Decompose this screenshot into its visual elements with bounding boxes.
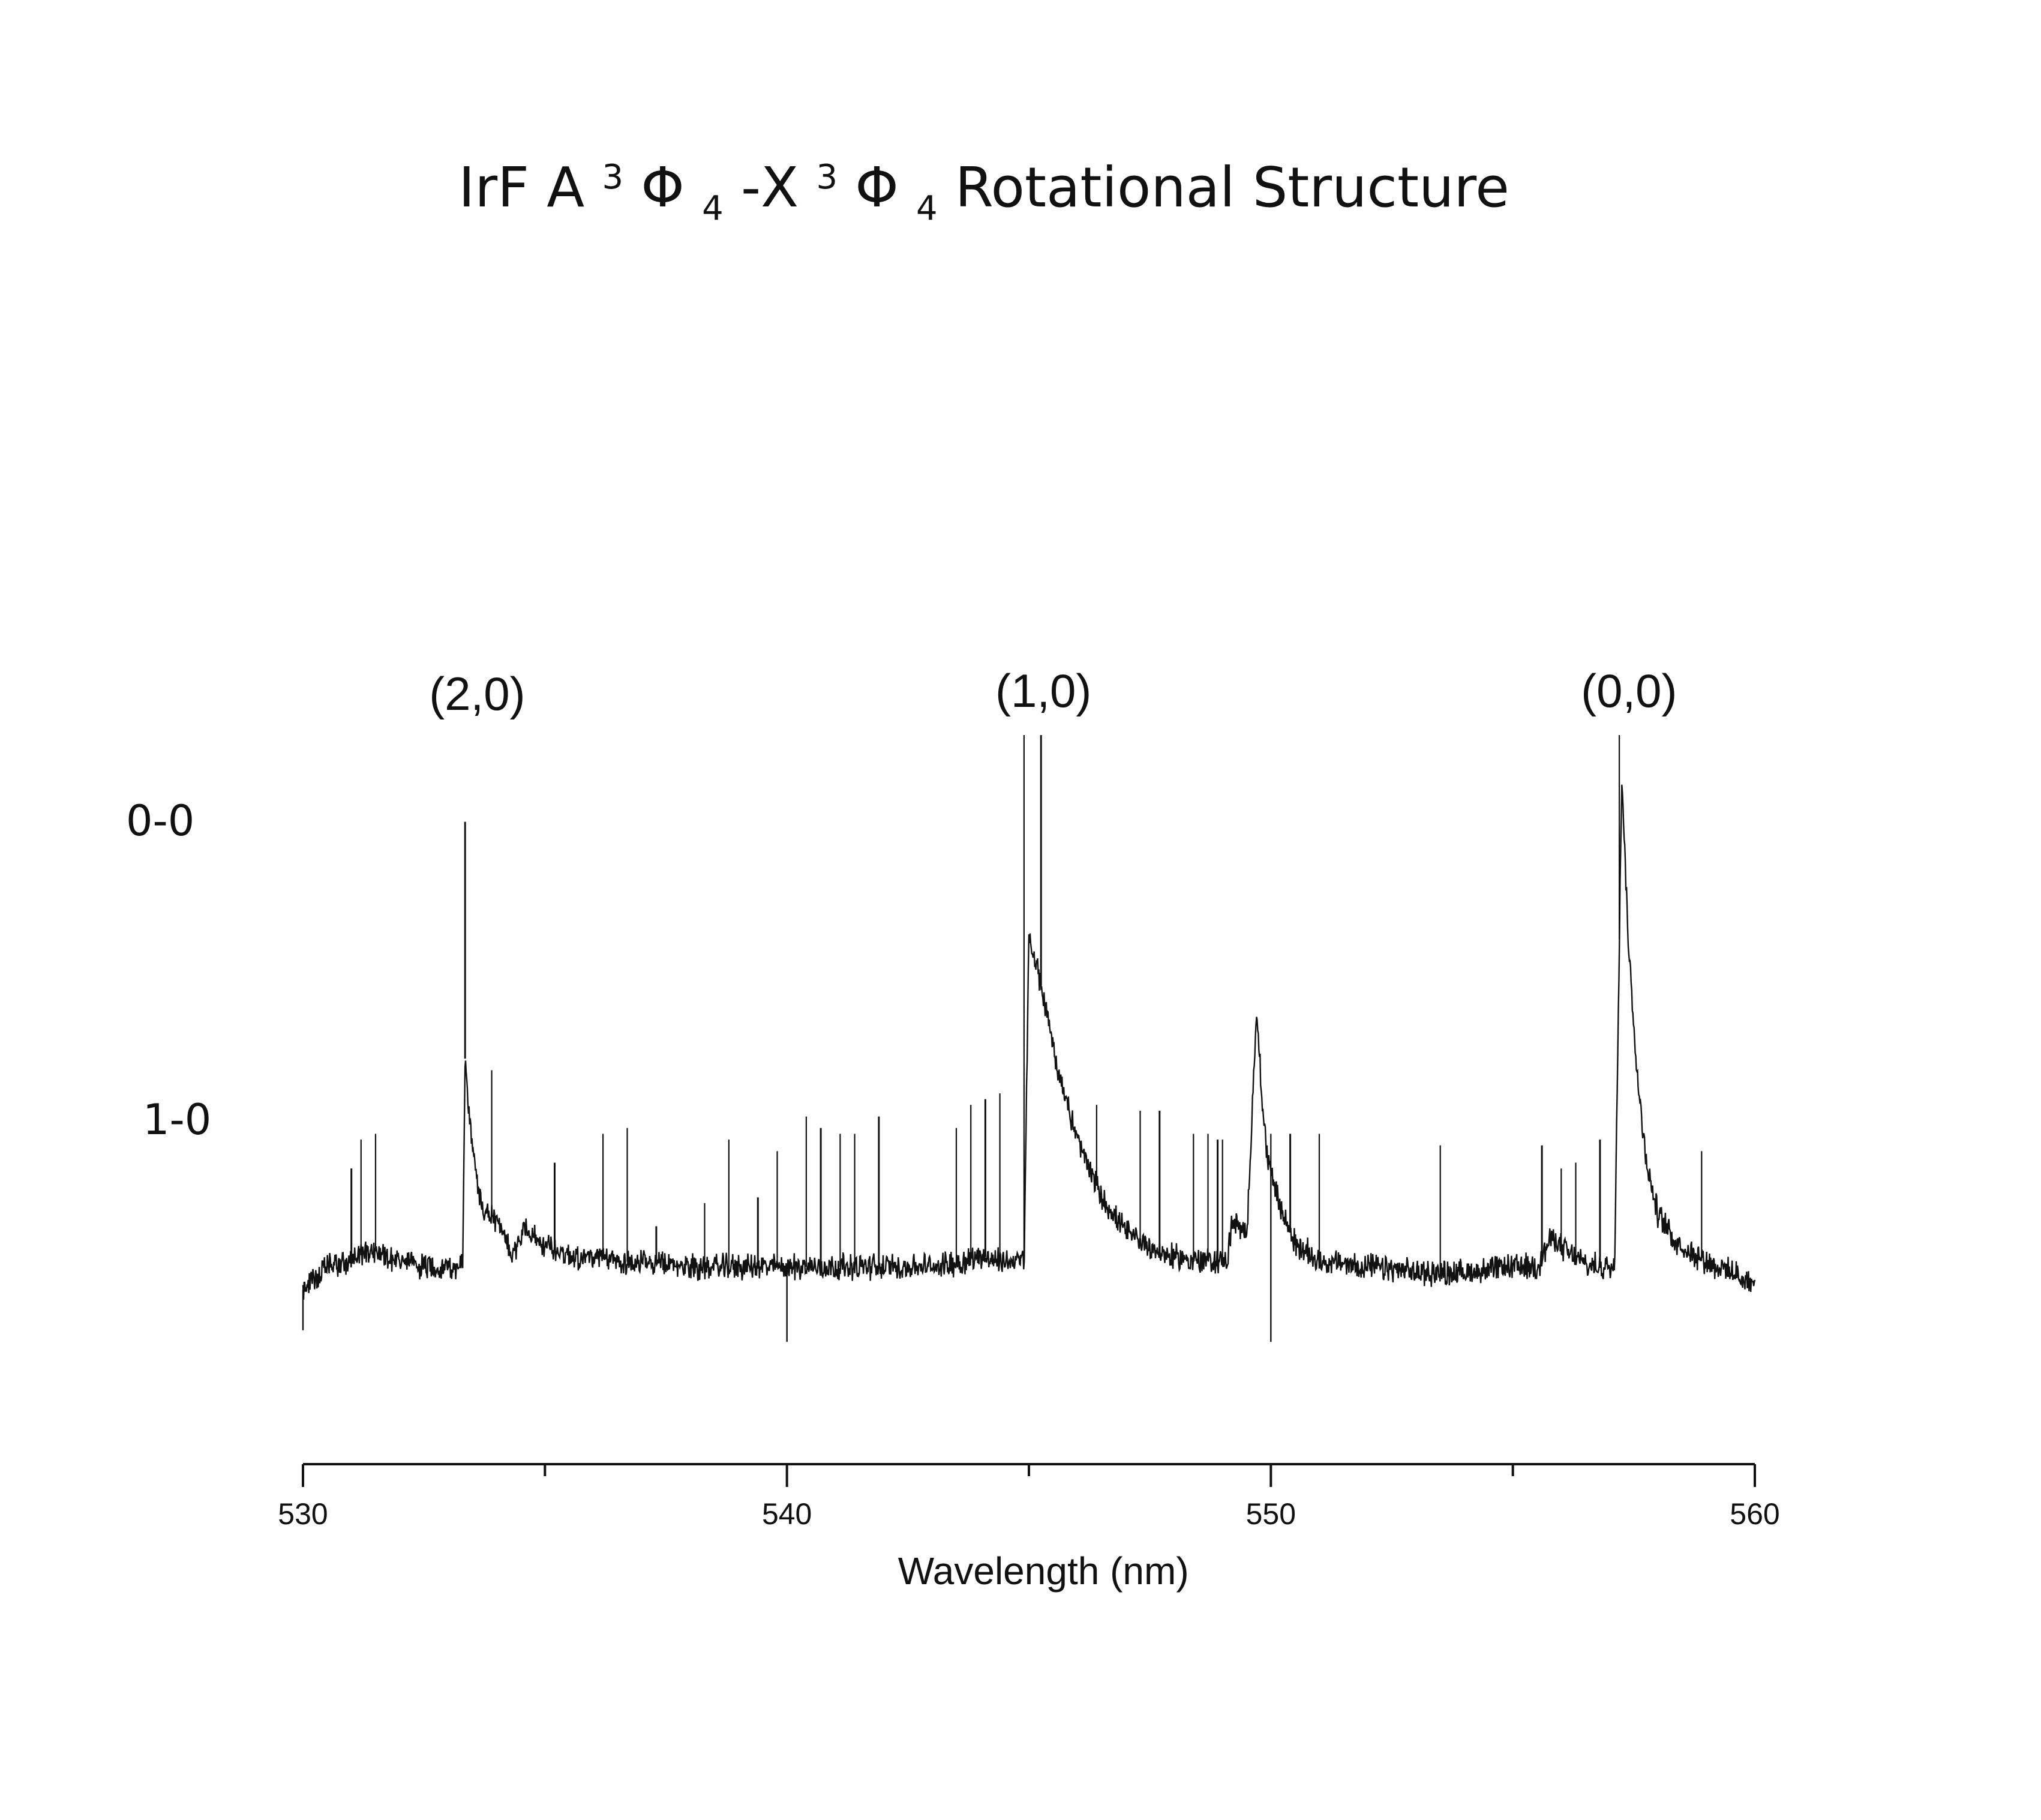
title-superscript-1: 3: [602, 158, 624, 197]
band-annotations: (2,0) (1,0) (0,0): [429, 664, 1677, 720]
title-phi-2: Φ: [855, 155, 898, 220]
chart-title: IrF A 3 Φ 4 -X 3 Φ 4 Rotational Structur…: [458, 155, 1509, 228]
spectrum-trace: [302, 784, 1756, 1342]
band-label: (0,0): [1581, 664, 1677, 717]
x-tick-label: 540: [762, 1497, 812, 1531]
title-prefix: IrF A: [458, 155, 584, 220]
side-label: 1-0: [143, 1095, 211, 1144]
sharp-line-group: [350, 735, 1703, 1273]
x-ticks: 530 540 550 560: [278, 1464, 1780, 1531]
title-subscript-1: 4: [702, 189, 724, 228]
x-axis: 530 540 550 560 Wavelength (nm): [278, 1463, 1780, 1593]
title-dash: -X: [741, 155, 799, 220]
band-label: (1,0): [995, 664, 1091, 717]
band-label: (2,0): [429, 667, 525, 720]
x-tick-label: 530: [278, 1497, 328, 1531]
title-suffix: Rotational Structure: [955, 155, 1509, 220]
x-tick-label: 560: [1730, 1497, 1779, 1531]
title-subscript-2: 4: [916, 189, 938, 228]
title-phi-1: Φ: [641, 155, 684, 220]
x-tick-label: 550: [1246, 1497, 1296, 1531]
title-superscript-2: 3: [816, 158, 838, 197]
side-labels: 0-0 1-0: [126, 796, 211, 1144]
side-label: 0-0: [126, 796, 194, 845]
x-axis-label: Wavelength (nm): [898, 1549, 1189, 1593]
plot-area: [302, 735, 1756, 1342]
